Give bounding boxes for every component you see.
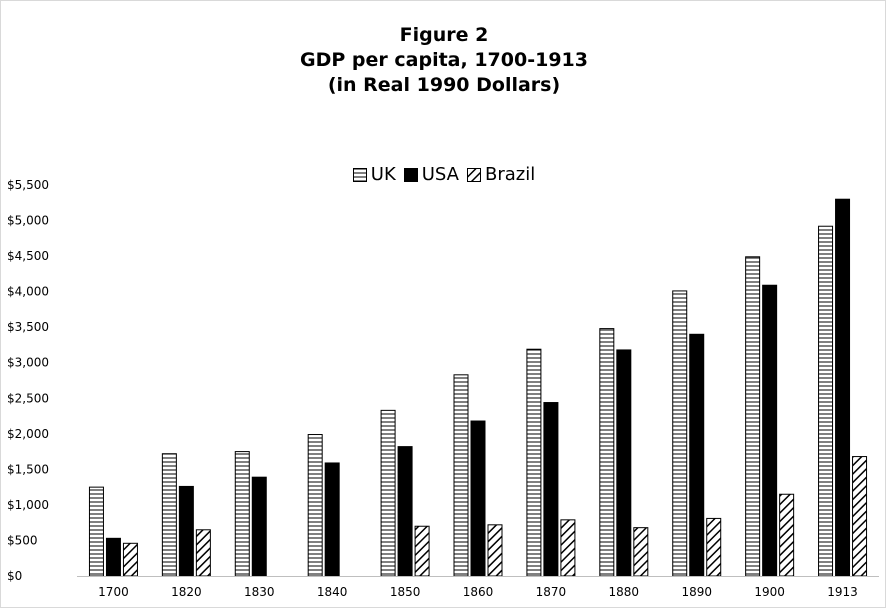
- x-axis-tick-labels: 1700 1820 1830 1840 1850 1860 1870 1880 1890 1900…: [98, 585, 858, 599]
- x-tick-label-1700: 1700: [98, 585, 129, 599]
- chart-title-line-3: (in Real 1990 Dollars): [327, 74, 561, 96]
- x-tick-label-1880: 1880: [609, 585, 640, 599]
- y-tick-label: $0: [7, 569, 22, 583]
- legend-item-uk: UK: [352, 164, 396, 185]
- bar-usa-1860: [470, 420, 486, 577]
- bar-usa-1820: [178, 485, 194, 577]
- legend-label-usa: USA: [421, 164, 459, 185]
- bar-uk-1700: [88, 486, 104, 577]
- chart-title: Figure 2 GDP per capita, 1700-1913 (in R…: [1, 23, 887, 98]
- bar-usa-1870: [543, 402, 559, 577]
- bar-brazil-1820: [195, 529, 211, 577]
- legend-label-uk: UK: [370, 164, 396, 185]
- bar-usa-1900: [762, 284, 778, 577]
- y-axis-tick-labels: $0 $500 $1,000 $1,500 $2,000 $2,500 $3,000 $3,5…: [7, 178, 49, 583]
- bar-usa-1850: [397, 446, 413, 577]
- bar-usa-1913: [835, 198, 851, 577]
- x-tick-label-1860: 1860: [463, 585, 494, 599]
- y-tick-label: $3,000: [7, 356, 49, 370]
- bars-group: [88, 198, 868, 577]
- y-tick-label: $1,500: [7, 462, 49, 476]
- y-tick-label: $1,000: [7, 498, 49, 512]
- legend-item-brazil: Brazil: [467, 164, 535, 185]
- bar-uk-1913: [818, 225, 834, 577]
- chart-title-line-1: Figure 2: [399, 24, 489, 46]
- horizontal-stripes-swatch-icon: [352, 167, 367, 182]
- bar-uk-1890: [672, 290, 688, 577]
- x-tick-label-1830: 1830: [244, 585, 275, 599]
- solid-black-swatch-icon: [403, 167, 418, 182]
- y-tick-label: $2,500: [7, 391, 49, 405]
- bar-usa-1890: [689, 333, 705, 577]
- chart-legend: UK USA Brazil: [1, 164, 887, 185]
- bar-uk-1870: [526, 348, 542, 577]
- bar-brazil-1870: [560, 519, 576, 577]
- x-tick-label-1870: 1870: [536, 585, 567, 599]
- bar-uk-1880: [599, 328, 615, 577]
- bar-uk-1860: [453, 374, 469, 577]
- x-tick-label-1850: 1850: [390, 585, 421, 599]
- y-tick-label: $500: [7, 533, 38, 547]
- bar-usa-1700: [105, 537, 121, 577]
- x-tick-label-1900: 1900: [754, 585, 785, 599]
- bar-uk-1850: [380, 409, 396, 577]
- x-tick-label-1890: 1890: [681, 585, 712, 599]
- bar-usa-1840: [324, 462, 340, 577]
- bar-uk-1830: [234, 451, 250, 577]
- bar-brazil-1850: [414, 525, 430, 577]
- x-tick-label-1913: 1913: [827, 585, 858, 599]
- y-tick-label: $3,500: [7, 320, 49, 334]
- x-tick-label-1820: 1820: [171, 585, 202, 599]
- bar-brazil-1890: [706, 517, 722, 577]
- x-tick-label-1840: 1840: [317, 585, 348, 599]
- bar-uk-1840: [307, 434, 323, 577]
- bar-usa-1830: [251, 476, 267, 577]
- bar-brazil-1860: [487, 524, 503, 577]
- bar-brazil-1880: [633, 527, 649, 577]
- bar-brazil-1700: [122, 542, 138, 577]
- bar-uk-1900: [745, 256, 761, 577]
- bar-brazil-1913: [852, 456, 868, 577]
- legend-item-usa: USA: [403, 164, 459, 185]
- y-tick-label: $5,500: [7, 178, 49, 192]
- y-tick-label: $4,000: [7, 285, 49, 299]
- bar-uk-1820: [161, 453, 177, 577]
- chart-title-line-2: GDP per capita, 1700-1913: [300, 49, 588, 71]
- legend-label-brazil: Brazil: [485, 164, 536, 185]
- y-tick-label: $5,000: [7, 214, 49, 228]
- bar-usa-1880: [616, 349, 632, 577]
- diagonal-stripes-swatch-icon: [467, 167, 481, 182]
- y-tick-label: $4,500: [7, 249, 49, 263]
- bar-brazil-1900: [779, 493, 795, 577]
- y-tick-label: $2,000: [7, 427, 49, 441]
